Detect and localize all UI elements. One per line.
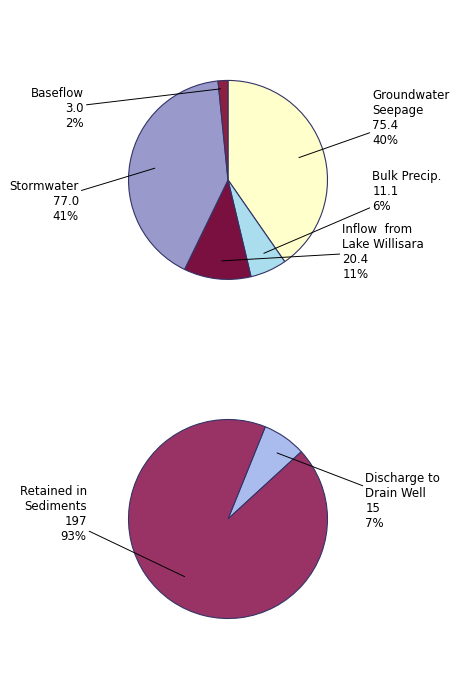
Text: Discharge to
Drain Well
15
7%: Discharge to Drain Well 15 7%	[277, 453, 439, 530]
Text: Inflow  from
Lake Willisara
20.4
11%: Inflow from Lake Willisara 20.4 11%	[222, 223, 423, 280]
Text: Bulk Precip.
11.1
6%: Bulk Precip. 11.1 6%	[263, 170, 441, 253]
Wedge shape	[228, 80, 327, 262]
Wedge shape	[128, 81, 228, 269]
Wedge shape	[228, 427, 301, 519]
Text: Baseflow
3.0
2%: Baseflow 3.0 2%	[30, 86, 220, 130]
Wedge shape	[228, 180, 284, 277]
Text: Retained in
Sediments
197
93%: Retained in Sediments 197 93%	[20, 485, 184, 576]
Wedge shape	[217, 80, 228, 180]
Text: Stormwater
77.0
41%: Stormwater 77.0 41%	[10, 168, 154, 224]
Wedge shape	[128, 419, 327, 619]
Text: Groundwater
Seepage
75.4
40%: Groundwater Seepage 75.4 40%	[298, 89, 449, 158]
Wedge shape	[184, 180, 251, 280]
